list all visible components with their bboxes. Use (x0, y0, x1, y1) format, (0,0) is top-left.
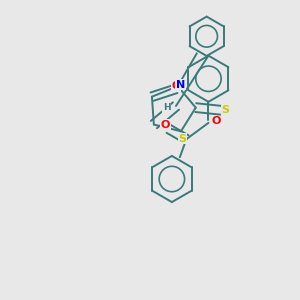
Text: N: N (176, 80, 185, 89)
Text: O: O (161, 120, 170, 130)
Text: S: S (221, 105, 229, 115)
Text: H: H (163, 103, 170, 112)
Text: O: O (211, 116, 220, 126)
Text: O: O (171, 81, 181, 91)
Text: S: S (179, 134, 187, 144)
